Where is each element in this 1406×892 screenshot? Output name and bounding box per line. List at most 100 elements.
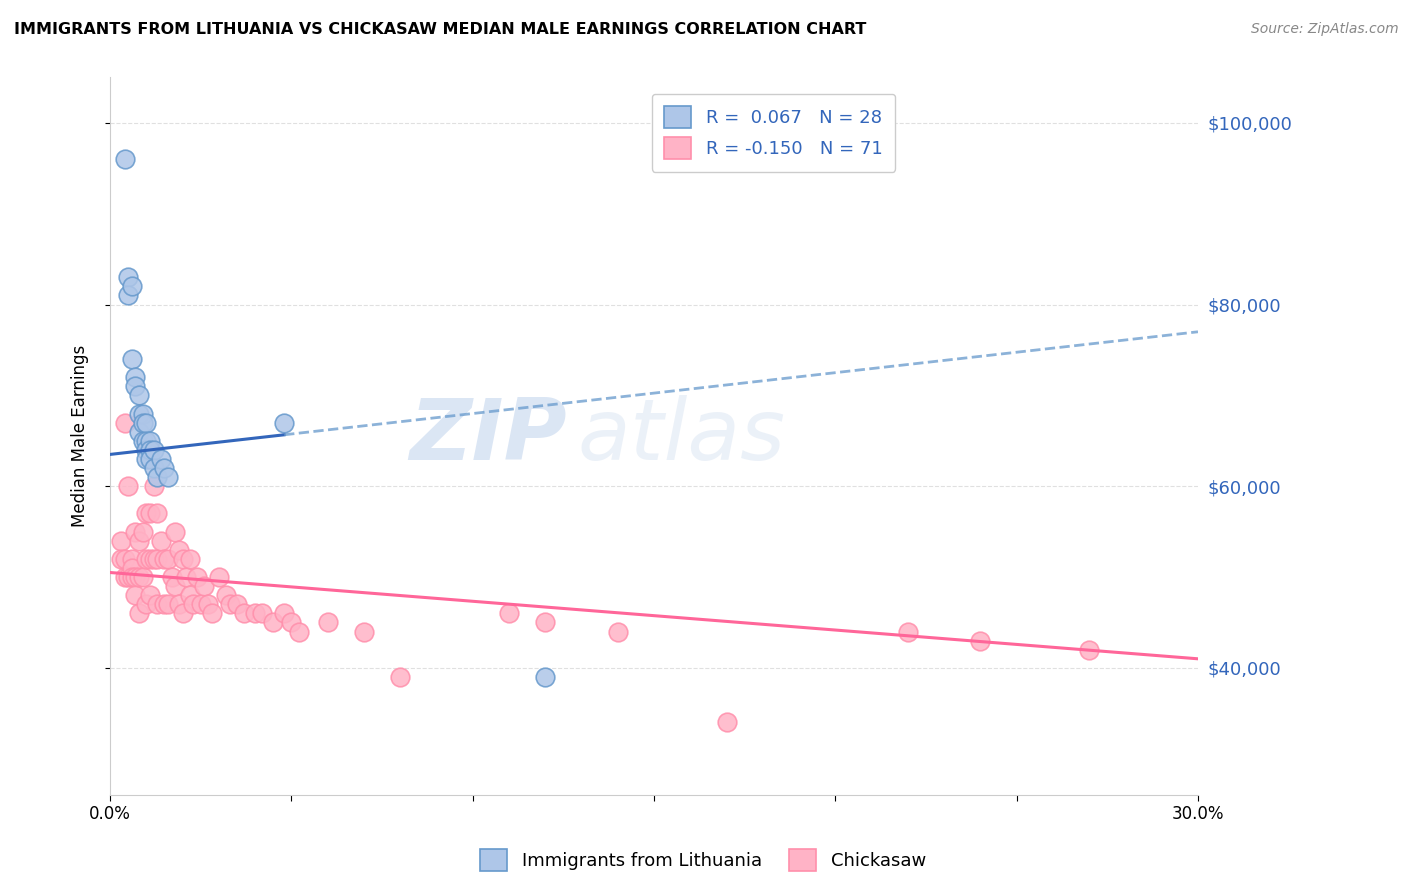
- Point: [124, 588, 146, 602]
- Legend: R =  0.067   N = 28, R = -0.150   N = 71: R = 0.067 N = 28, R = -0.150 N = 71: [651, 94, 896, 172]
- Point: [153, 597, 176, 611]
- Point: [142, 442, 165, 457]
- Point: [128, 607, 150, 621]
- Point: [534, 615, 557, 630]
- Point: [135, 442, 157, 457]
- Point: [135, 552, 157, 566]
- Point: [117, 479, 139, 493]
- Point: [121, 561, 143, 575]
- Point: [132, 416, 155, 430]
- Point: [132, 570, 155, 584]
- Point: [186, 570, 208, 584]
- Y-axis label: Median Male Earnings: Median Male Earnings: [72, 345, 89, 527]
- Point: [353, 624, 375, 639]
- Point: [153, 552, 176, 566]
- Point: [208, 570, 231, 584]
- Point: [262, 615, 284, 630]
- Text: Source: ZipAtlas.com: Source: ZipAtlas.com: [1251, 22, 1399, 37]
- Text: IMMIGRANTS FROM LITHUANIA VS CHICKASAW MEDIAN MALE EARNINGS CORRELATION CHART: IMMIGRANTS FROM LITHUANIA VS CHICKASAW M…: [14, 22, 866, 37]
- Point: [128, 425, 150, 439]
- Point: [157, 597, 180, 611]
- Point: [124, 524, 146, 539]
- Point: [193, 579, 215, 593]
- Point: [218, 597, 240, 611]
- Point: [135, 597, 157, 611]
- Point: [135, 452, 157, 467]
- Point: [606, 624, 628, 639]
- Point: [179, 552, 201, 566]
- Point: [172, 552, 194, 566]
- Point: [157, 552, 180, 566]
- Point: [135, 416, 157, 430]
- Point: [716, 715, 738, 730]
- Point: [135, 434, 157, 448]
- Point: [243, 607, 266, 621]
- Point: [117, 570, 139, 584]
- Point: [165, 579, 187, 593]
- Point: [139, 552, 162, 566]
- Point: [287, 624, 309, 639]
- Point: [280, 615, 302, 630]
- Point: [174, 570, 197, 584]
- Point: [128, 388, 150, 402]
- Point: [128, 570, 150, 584]
- Legend: Immigrants from Lithuania, Chickasaw: Immigrants from Lithuania, Chickasaw: [472, 842, 934, 879]
- Point: [139, 434, 162, 448]
- Point: [1078, 642, 1101, 657]
- Point: [110, 533, 132, 548]
- Point: [167, 597, 190, 611]
- Point: [273, 416, 295, 430]
- Point: [226, 597, 249, 611]
- Point: [135, 507, 157, 521]
- Point: [165, 524, 187, 539]
- Point: [146, 507, 169, 521]
- Point: [149, 533, 172, 548]
- Point: [498, 607, 520, 621]
- Point: [132, 434, 155, 448]
- Point: [201, 607, 224, 621]
- Point: [117, 288, 139, 302]
- Point: [124, 370, 146, 384]
- Point: [139, 442, 162, 457]
- Point: [121, 352, 143, 367]
- Point: [114, 416, 136, 430]
- Point: [190, 597, 212, 611]
- Point: [132, 524, 155, 539]
- Point: [897, 624, 920, 639]
- Point: [160, 570, 183, 584]
- Point: [316, 615, 339, 630]
- Text: atlas: atlas: [578, 395, 786, 478]
- Point: [534, 670, 557, 684]
- Point: [215, 588, 238, 602]
- Point: [139, 507, 162, 521]
- Point: [172, 607, 194, 621]
- Point: [139, 588, 162, 602]
- Point: [146, 552, 169, 566]
- Point: [114, 152, 136, 166]
- Point: [389, 670, 412, 684]
- Point: [117, 270, 139, 285]
- Point: [121, 570, 143, 584]
- Point: [114, 570, 136, 584]
- Point: [969, 633, 991, 648]
- Point: [128, 407, 150, 421]
- Point: [179, 588, 201, 602]
- Text: ZIP: ZIP: [409, 395, 567, 478]
- Point: [167, 542, 190, 557]
- Point: [142, 552, 165, 566]
- Point: [142, 479, 165, 493]
- Point: [252, 607, 274, 621]
- Point: [128, 533, 150, 548]
- Point: [233, 607, 256, 621]
- Point: [153, 461, 176, 475]
- Point: [124, 379, 146, 393]
- Point: [132, 407, 155, 421]
- Point: [183, 597, 205, 611]
- Point: [121, 279, 143, 293]
- Point: [139, 452, 162, 467]
- Point: [110, 552, 132, 566]
- Point: [142, 461, 165, 475]
- Point: [197, 597, 219, 611]
- Point: [114, 552, 136, 566]
- Point: [149, 452, 172, 467]
